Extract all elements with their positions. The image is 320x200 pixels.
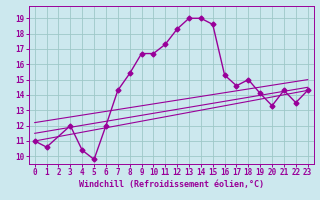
X-axis label: Windchill (Refroidissement éolien,°C): Windchill (Refroidissement éolien,°C) [79, 180, 264, 189]
